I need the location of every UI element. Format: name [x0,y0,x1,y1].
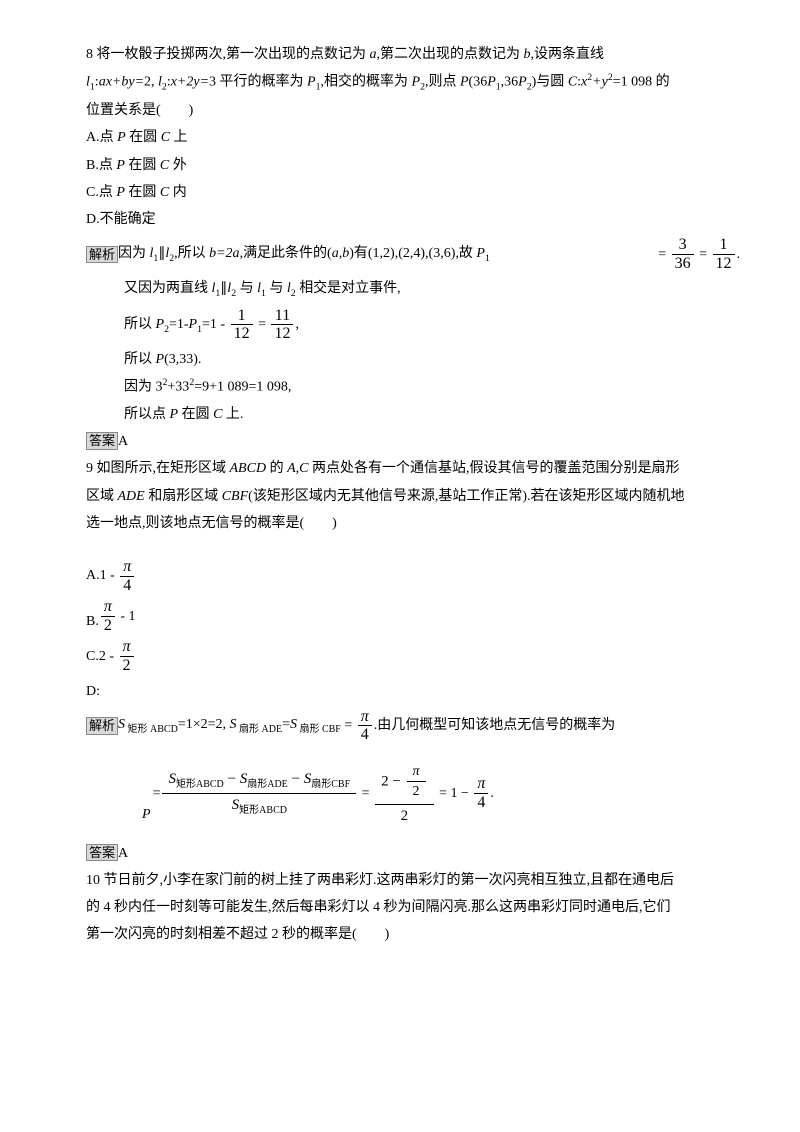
q8-sol-line5: 因为 32+332=9+1 089=1 098, [86,374,740,400]
frac-3-36: 336 [672,236,694,272]
text: 外 [169,158,187,173]
answer-label: 答案 [86,432,118,450]
text: ,设两条直线 [531,47,605,62]
eq: ax+by= [99,75,144,90]
text: 在圆 [125,158,160,173]
y: +y [592,75,608,90]
eq: = [696,242,711,267]
text: =1 098 的 [613,75,670,90]
q8-sol-line6: 所以点 P 在圆 C 上. [86,402,740,427]
q9-opt-d: D: [86,679,740,704]
q8-sol-line4: 所以 P(3,33). [86,347,740,372]
var-b: b [524,47,531,62]
text: B.点 [86,158,116,173]
q9-stem-line2: 区域 ADE 和扇形区域 CBF(该矩形区域内无其他信号来源,基站工作正常).若… [86,484,740,509]
frac-pi-4: π4 [120,558,134,594]
text: 又因为两直线 [124,281,212,296]
q10-stem-line3: 第一次闪亮的时刻相差不超过 2 秒的概率是( ) [86,922,740,947]
p: P [116,185,125,200]
frac-11-12: 1112 [271,307,293,343]
q8-sol-line1: 解析 因为 l1∥l2,所以 b=2a,满足此条件的(a,b)有(1,2),(2… [86,236,740,272]
answer-value: A [118,434,128,449]
p: P [117,130,126,145]
big-frac-2: 2 − π2 2 [375,760,433,827]
p1: P [487,75,496,90]
frac-1-12: 112 [231,307,253,343]
text: 在圆 [126,130,161,145]
eq: = [655,242,670,267]
text: 8 将一枚骰子投掷两次,第一次出现的点数记为 [86,47,370,62]
q10-stem-line2: 的 4 秒内任一时刻等可能发生,然后每串彩灯以 4 秒为间隔闪亮.那么这两串彩灯… [86,895,740,920]
text: (36 [469,75,488,90]
var-a: a [370,47,377,62]
pt: P [460,75,469,90]
frac-pi-4: π4 [358,708,372,744]
q8-sol-line3: 所以 P2=1-P1=1 - 112 = 1112 , [86,307,740,343]
q9-sol-line1: 解析 S 矩形 ABCD=1×2=2, S 扇形 ADE=S 扇形 CBF = … [86,708,740,744]
frac-1-12: 112 [713,236,735,272]
text: ,则点 [425,75,460,90]
q8-stem-line2: l1:ax+by=2, l2:x+2y=3 平行的概率为 P1,相交的概率为 P… [86,69,740,96]
text: ,36 [501,75,519,90]
q9-stem-line3: 选一地点,则该地点无信号的概率是( ) [86,511,740,536]
p2: P [412,75,421,90]
q8-answer: 答案A [86,429,740,454]
p2: P [518,75,527,90]
solution-label: 解析 [86,246,118,264]
q8-sol-line2: 又因为两直线 l1∥l2 与 l1 与 l2 相交是对立事件, [86,276,740,302]
text: 因为 l1∥l2,所以 b=2a,满足此条件的(a,b)有(1,2),(2,4)… [118,241,490,267]
text: 2, [144,75,158,90]
q8-stem-line3: 位置关系是( ) [86,98,740,123]
text: 内 [169,185,187,200]
text: 位置关系是( ) [86,103,193,118]
q8-opt-a: A.点 P 在圆 C 上 [86,125,740,150]
text: ,第二次出现的点数记为 [377,47,524,62]
text: . [737,242,741,267]
big-frac-1: S矩形ABCD − S扇形ADE − S扇形CBF S矩形ABCD [162,768,356,819]
q9-opt-a: A.1 - π4 [86,558,740,594]
q10-stem-line1: 10 节日前夕,小李在家门前的树上挂了两串彩灯.这两串彩灯的第一次闪亮相互独立,… [86,868,740,893]
text: )与圆 [532,75,568,90]
q9-stem-line1: 9 如图所示,在矩形区域 ABCD 的 A,C 两点处各有一个通信基站,假设其信… [86,456,740,481]
frac-pi-2: π2 [120,638,134,674]
q9-opt-c: C.2 - π2 [86,638,740,674]
text: 上 [170,130,188,145]
text: 所以 P2=1-P1=1 [124,312,217,338]
text: D.不能确定 [86,212,156,227]
text: 在圆 [125,185,160,200]
q8-opt-c: C.点 P 在圆 C 内 [86,180,740,205]
c: C [160,158,169,173]
text: 3 平行的概率为 [209,75,307,90]
solution-label: 解析 [86,717,118,735]
text: C.点 [86,185,116,200]
p: P [116,158,125,173]
q8-stem-line1: 8 将一枚骰子投掷两次,第一次出现的点数记为 a,第二次出现的点数记为 b,设两… [86,42,740,67]
text: A.点 [86,130,117,145]
q9-opt-b: B. π2 - 1 [86,598,740,634]
q8-opt-b: B.点 P 在圆 C 外 [86,153,740,178]
c: C [161,130,170,145]
text: ,相交的概率为 [321,75,412,90]
frac-pi-2: π2 [101,598,115,634]
q8-opt-d: D.不能确定 [86,207,740,232]
q9-answer: 答案A [86,841,740,866]
answer-label: 答案 [86,844,118,862]
c: C [568,75,577,90]
c: C [160,185,169,200]
p1: P [307,75,316,90]
answer-value: A [118,846,128,861]
eq: x+2y= [171,75,209,90]
frac-pi-4: π4 [474,775,488,811]
q9-sol-line2: P = S矩形ABCD − S扇形ADE − S扇形CBF S矩形ABCD = … [86,760,740,827]
